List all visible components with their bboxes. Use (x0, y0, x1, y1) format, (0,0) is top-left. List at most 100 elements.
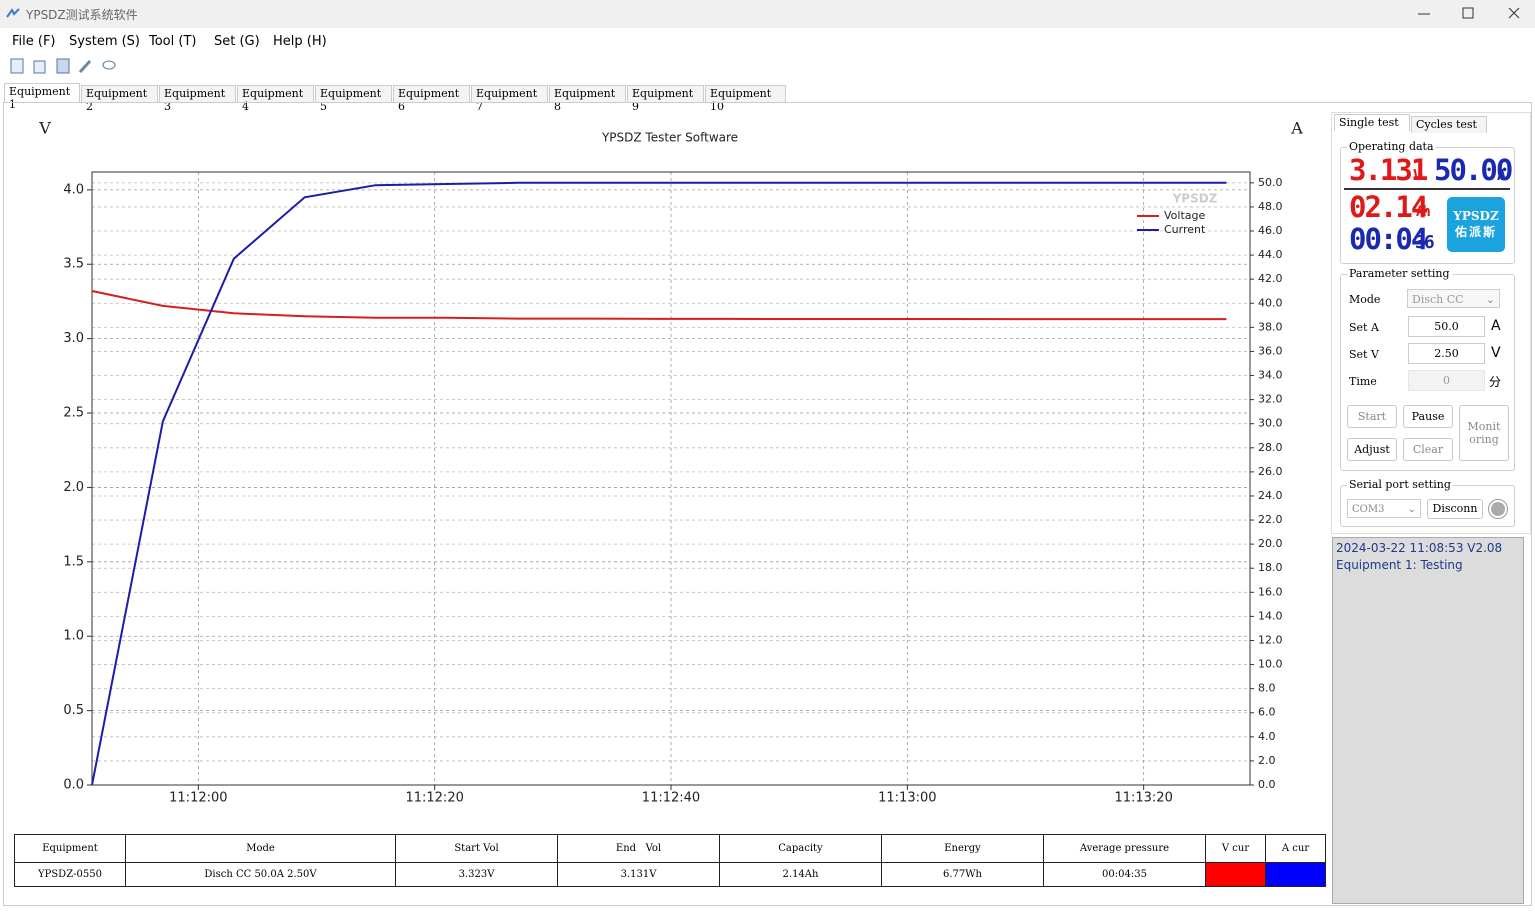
current-display: 50.00 (1434, 153, 1513, 187)
x-tick-label: 11:12:00 (169, 791, 227, 806)
clear-button[interactable]: Clear (1403, 438, 1453, 461)
time-display: 00:04 (1349, 222, 1428, 256)
y2-tick-label: 22.0 (1258, 513, 1283, 526)
y-tick-label: 2.5 (63, 406, 84, 421)
plot-frame (91, 171, 1251, 786)
y2-tick-label: 42.0 (1258, 272, 1283, 285)
watermark: YPSDZ (1172, 192, 1218, 206)
x-tick-label: 11:12:20 (405, 791, 463, 806)
y-tick-label: 1.5 (63, 554, 84, 569)
chart-title: YPSDZ Tester Software (601, 131, 738, 145)
x-tick-label: 11:13:20 (1114, 791, 1172, 806)
table-cell: 3.131V (557, 862, 720, 887)
title-bar: YPSDZ测试系统软件 (0, 0, 1535, 28)
window-title: YPSDZ测试系统软件 (26, 8, 138, 22)
table-cell: 00:04:35 (1043, 862, 1206, 887)
y2-tick-label: 10.0 (1258, 658, 1283, 671)
y2-tick-label: 34.0 (1258, 369, 1283, 382)
field-label: Set A (1349, 321, 1379, 334)
start-button[interactable]: Start (1347, 405, 1397, 428)
menu-item[interactable]: Set (G) (214, 34, 260, 49)
capacity-unit: Ah (1416, 204, 1431, 220)
disconnect-button[interactable]: Disconn (1427, 499, 1483, 519)
window-controls[interactable] (1410, 6, 1530, 22)
tab[interactable]: Equipment 3 (159, 85, 236, 113)
y-tick-label: 1.0 (63, 629, 84, 644)
mode-select[interactable]: Disch CC ⌄ (1407, 289, 1500, 308)
set-v-input[interactable]: 2.50 (1408, 343, 1485, 364)
table-header: A cur (1265, 834, 1326, 863)
panel-frame (1331, 112, 1531, 534)
port-select[interactable]: COM3 ⌄ (1347, 499, 1421, 518)
separator (1344, 188, 1510, 190)
table-cell: Disch CC 50.0A 2.50V (125, 862, 396, 887)
monitoring-button[interactable]: Monitoring (1459, 405, 1509, 461)
color-cell (1205, 862, 1266, 887)
serial-group: Serial port setting (1340, 478, 1515, 527)
field-label: Mode (1349, 293, 1381, 306)
menu-item[interactable]: File (F) (12, 34, 56, 49)
y2-tick-label: 48.0 (1258, 200, 1283, 213)
y2-tick-label: 4.0 (1258, 730, 1276, 743)
menu-item[interactable]: Tool (T) (149, 34, 197, 49)
capacity-display: 02.14 (1349, 190, 1428, 224)
y2-tick-label: 38.0 (1258, 320, 1283, 333)
y2-tick-label: 50.0 (1258, 176, 1283, 189)
logo-text: YPSDZ (1453, 209, 1499, 223)
y-tick-label: 0.0 (63, 778, 84, 793)
tab[interactable]: Equipment 10 (705, 85, 786, 113)
y2-tick-label: 32.0 (1258, 393, 1283, 406)
menu-item[interactable]: Help (H) (273, 34, 327, 49)
time-seconds: 36 (1415, 232, 1435, 253)
y2-tick-label: 44.0 (1258, 248, 1283, 261)
tab[interactable]: Equipment 6 (393, 85, 470, 113)
tab[interactable]: Equipment 7 (471, 85, 548, 113)
legend-label: Current (1164, 223, 1206, 236)
menu-item[interactable]: System (S) (69, 34, 141, 49)
tab[interactable]: Equipment 9 (627, 85, 704, 113)
port-value: COM3 (1352, 504, 1385, 515)
table-cell: 6.77Wh (881, 862, 1044, 887)
field-label: Time (1349, 375, 1377, 388)
color-cell (1265, 862, 1326, 887)
group-title: Parameter setting (1347, 267, 1452, 280)
panel-tab[interactable]: Single test (1334, 114, 1410, 131)
adjust-button[interactable]: Adjust (1347, 438, 1397, 461)
unit: V (1491, 345, 1501, 361)
toolbar[interactable] (8, 57, 120, 75)
y2-tick-label: 16.0 (1258, 585, 1283, 598)
pause-button[interactable]: Pause (1403, 405, 1453, 428)
time-input[interactable]: 0 (1408, 370, 1485, 391)
voltage-unit: V (1413, 166, 1422, 184)
series-line (91, 290, 1227, 321)
log-box: 2024-03-22 11:08:53 V2.08 Equipment 1: T… (1332, 537, 1524, 904)
y-tick-label: 2.0 (63, 480, 84, 495)
x-tick-label: 11:13:00 (878, 791, 936, 806)
group-title: Operating data (1347, 140, 1436, 153)
operating-group: Operating data (1340, 140, 1515, 264)
table-header: End Vol (557, 834, 720, 863)
tab[interactable]: Equipment 8 (549, 85, 626, 113)
y2-tick-label: 40.0 (1258, 296, 1283, 309)
tab[interactable]: Equipment 1 (4, 83, 80, 111)
y2-tick-label: 30.0 (1258, 417, 1283, 430)
set-a-input[interactable]: 50.0 (1408, 316, 1485, 337)
log-line: Equipment 1: Testing (1336, 558, 1463, 572)
y2-tick-label: 12.0 (1258, 633, 1283, 646)
y-tick-label: 0.5 (63, 703, 84, 718)
y-axis-label: V (38, 119, 51, 138)
panel-tab[interactable]: Cycles test (1411, 116, 1487, 133)
result-table: Equipment Mode Start Vol End Vol Capacit… (14, 834, 1326, 887)
y-tick-label: 3.5 (63, 257, 84, 272)
table-header: Equipment (14, 834, 126, 863)
tab[interactable]: Equipment 5 (315, 85, 392, 113)
tab[interactable]: Equipment 2 (81, 85, 158, 113)
tab-page (3, 102, 1532, 906)
y2-tick-label: 8.0 (1258, 682, 1276, 695)
y2-tick-label: 46.0 (1258, 224, 1283, 237)
tab[interactable]: Equipment 4 (237, 85, 314, 113)
table-cell: YPSDZ-0550 (14, 862, 126, 887)
parameter-group: Parameter setting (1340, 267, 1515, 471)
log-line: 2024-03-22 11:08:53 V2.08 (1336, 541, 1503, 555)
y-tick-label: 3.0 (63, 331, 84, 346)
